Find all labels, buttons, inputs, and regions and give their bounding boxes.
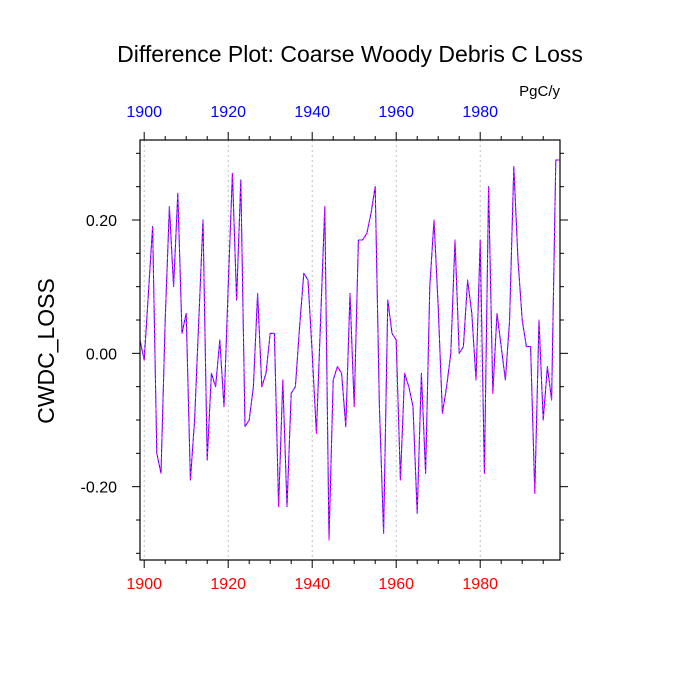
y-tick-label: 0.00 xyxy=(86,346,117,363)
x-tick-label-bottom: 1980 xyxy=(462,576,498,593)
x-tick-label-top: 1940 xyxy=(294,104,330,121)
x-tick-label-top: 1980 xyxy=(462,104,498,121)
x-tick-label-top: 1920 xyxy=(210,104,246,121)
x-tick-label-bottom: 1920 xyxy=(210,576,246,593)
x-tick-label-bottom: 1940 xyxy=(294,576,330,593)
chart-title: Difference Plot: Coarse Woody Debris C L… xyxy=(117,41,583,67)
y-tick-label: 0.20 xyxy=(86,213,117,230)
units-label: PgC/y xyxy=(519,83,560,100)
axis-ticks xyxy=(132,132,568,568)
series-line-2 xyxy=(139,159,561,541)
x-tick-label-top: 1900 xyxy=(126,104,162,121)
y-axis-label: CWDC_LOSS xyxy=(33,278,59,424)
plot-frame xyxy=(139,139,561,561)
tick-labels: 1900 1900 1920 1920 1940 1940 1960 1960 1980 1980… xyxy=(81,104,499,593)
y-tick-label: -0.20 xyxy=(81,480,118,497)
series-line-1 xyxy=(139,159,561,541)
x-tick-label-bottom: 1960 xyxy=(378,576,414,593)
x-tick-label-top: 1960 xyxy=(378,104,414,121)
x-tick-label-bottom: 1900 xyxy=(126,576,162,593)
series-layer xyxy=(139,159,561,541)
